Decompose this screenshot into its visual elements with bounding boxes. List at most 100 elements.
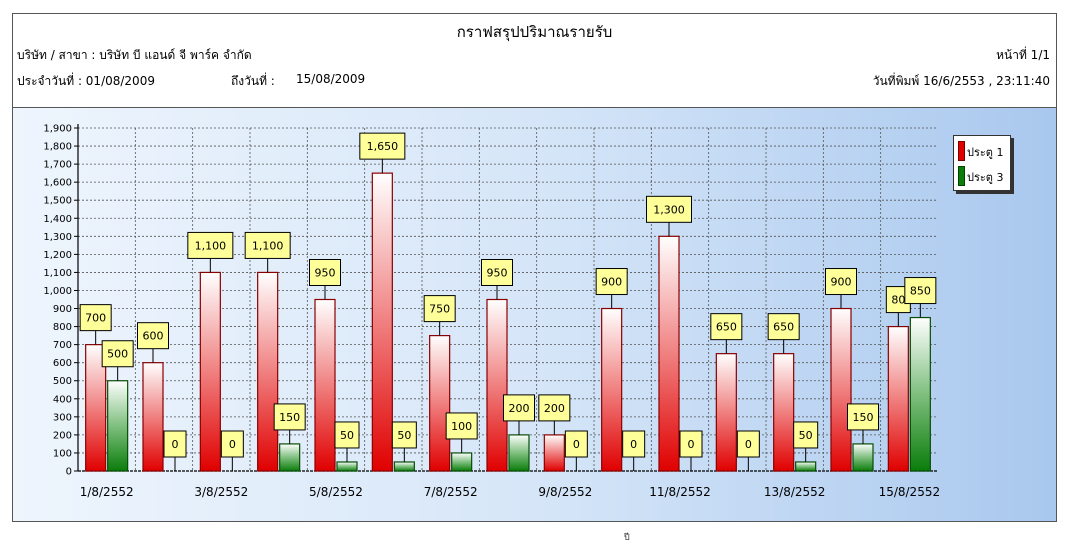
y-tick-label: 600 — [53, 358, 72, 369]
bar-series-1 — [257, 271, 279, 472]
bar-series-1 — [371, 172, 393, 472]
data-label: 0 — [573, 438, 580, 451]
data-label: 0 — [688, 438, 695, 451]
data-label-box — [273, 403, 306, 431]
bar-series-1 — [199, 271, 221, 472]
x-tick-label: 1/8/2552 — [80, 485, 134, 499]
data-label: 900 — [831, 276, 852, 289]
y-tick-label: 1,900 — [43, 124, 72, 135]
data-label: 650 — [773, 321, 794, 334]
data-label: 80 — [891, 294, 905, 307]
data-label-box — [595, 268, 628, 296]
print-date: วันที่พิมพ์ 16/6/2553 , 23:11:40 — [872, 74, 1050, 88]
bar-series-2 — [107, 380, 129, 472]
data-label: 1,650 — [367, 140, 399, 153]
bar-series-1 — [543, 434, 565, 472]
data-label: 600 — [143, 330, 164, 343]
bar-series-1 — [429, 335, 451, 472]
bar-series-1 — [887, 325, 909, 472]
data-label-box — [391, 421, 417, 449]
chart-area: 0 100 200 300 400 500 600 700 800 900 1,000 1,100 1,… — [13, 108, 1056, 521]
data-label-box — [767, 313, 800, 341]
legend-label-series-1: ประตู 1 — [967, 146, 1004, 159]
data-label: 950 — [315, 267, 336, 280]
date-to-value: 15/08/2009 — [296, 72, 366, 86]
bar-series-2 — [279, 443, 301, 472]
data-label-box — [646, 195, 692, 223]
y-tick-label: 900 — [53, 304, 72, 315]
y-tick-label: 1,100 — [43, 268, 72, 279]
data-label: 1,300 — [653, 203, 685, 216]
y-tick-label: 1,600 — [43, 178, 72, 189]
y-tick-label: 1,300 — [43, 232, 72, 243]
data-label: 200 — [544, 402, 565, 415]
y-tick-label: 800 — [53, 322, 72, 333]
data-label-box — [79, 304, 112, 332]
data-label-box — [710, 313, 743, 341]
data-label-box — [101, 340, 134, 368]
legend-swatch-series-1 — [958, 141, 965, 161]
data-label-box — [564, 430, 588, 458]
bar-series-1 — [715, 353, 737, 472]
date-from: ประจำวันที่ : 01/08/2009 — [17, 74, 155, 88]
bar-series-2 — [909, 316, 931, 472]
data-label-box — [825, 268, 857, 296]
y-tick-label: 200 — [53, 430, 72, 441]
data-label: 1,100 — [252, 239, 284, 252]
footer-mark: ปี — [624, 533, 630, 543]
x-tick-label: 5/8/2552 — [309, 485, 363, 499]
header-divider — [13, 107, 1056, 108]
legend-swatch-series-2 — [958, 166, 965, 186]
report-title: กราฟสรุปปริมาณรายรับ — [456, 23, 613, 41]
y-tick-label: 700 — [53, 340, 72, 351]
data-label-box — [359, 132, 406, 160]
data-label-box — [481, 259, 513, 286]
data-label: 50 — [397, 429, 411, 442]
data-label-box — [334, 421, 360, 449]
data-label: 650 — [716, 321, 737, 334]
chart-legend: ประตู 1 ประตู 3 — [953, 135, 1011, 191]
y-tick-label: 500 — [53, 376, 72, 387]
data-label-box — [187, 231, 234, 259]
data-label: 50 — [340, 429, 354, 442]
data-label-box — [503, 394, 535, 422]
x-tick-label: 3/8/2552 — [194, 485, 248, 499]
y-tick-label: 0 — [66, 467, 72, 478]
x-tick-label: 13/8/2552 — [764, 485, 826, 499]
data-label: 850 — [910, 285, 931, 298]
data-label-box — [538, 394, 571, 422]
x-tick-label: 15/8/2552 — [879, 485, 941, 499]
bar-series-1 — [142, 362, 164, 472]
bar-series-1 — [85, 344, 107, 472]
data-label-box — [309, 259, 341, 286]
data-label-box — [622, 430, 646, 458]
data-label: 150 — [853, 411, 874, 424]
data-label: 0 — [745, 438, 752, 451]
data-label: 0 — [229, 438, 236, 451]
bar-series-2 — [451, 452, 473, 472]
data-label-box — [904, 277, 937, 305]
bar-series-2 — [393, 461, 415, 472]
x-tick-label: 11/8/2552 — [649, 485, 711, 499]
y-tick-label: 1,400 — [43, 214, 72, 225]
y-tick-label: 400 — [53, 394, 72, 405]
bar-series-1 — [830, 307, 852, 472]
data-label: 0 — [172, 438, 179, 451]
y-tick-label: 1,800 — [43, 142, 72, 153]
data-label-box — [445, 412, 478, 440]
data-label: 200 — [509, 402, 530, 415]
bar-series-1 — [658, 235, 680, 472]
x-tick-label: 7/8/2552 — [424, 485, 478, 499]
data-label-box — [423, 295, 456, 323]
data-label-box — [244, 231, 291, 259]
data-label-box — [137, 322, 169, 350]
data-label-box — [679, 430, 703, 458]
data-label-box — [793, 421, 819, 449]
data-label: 1,100 — [195, 239, 227, 252]
data-label-box — [847, 403, 879, 431]
data-label-box — [736, 430, 760, 458]
bar-series-2 — [852, 443, 874, 472]
data-label: 150 — [279, 411, 300, 424]
x-tick-label: 9/8/2552 — [538, 485, 592, 499]
y-tick-label: 1,200 — [43, 250, 72, 261]
